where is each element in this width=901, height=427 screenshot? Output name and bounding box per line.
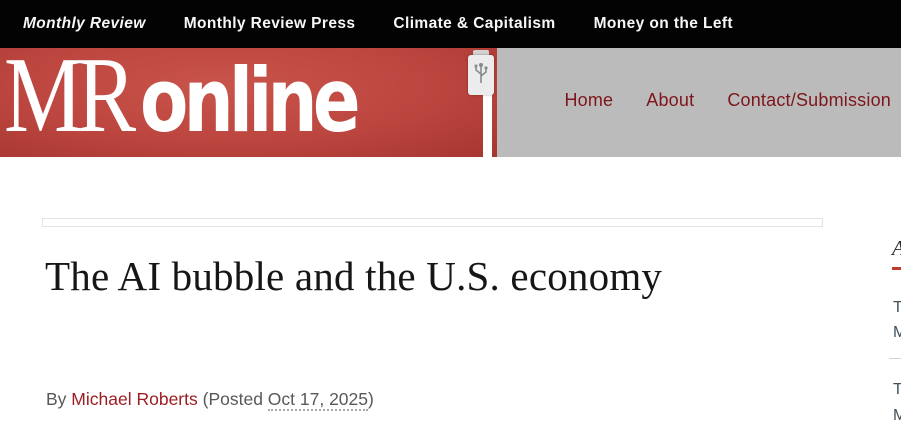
sidebar-item-fragment[interactable]: T xyxy=(893,381,901,398)
site-nav: Home About Contact/Submission xyxy=(564,90,891,111)
posted-open-text: (Posted xyxy=(197,389,268,409)
article-byline: By Michael Roberts (Posted Oct 17, 2025)… xyxy=(46,328,776,427)
author-link[interactable]: Michael Roberts xyxy=(71,389,198,409)
sidebar-item-fragment[interactable]: T xyxy=(893,299,901,316)
nav-climate-capitalism[interactable]: Climate & Capitalism xyxy=(393,15,556,32)
sidebar-heading-underline xyxy=(892,267,901,270)
nav-home[interactable]: Home xyxy=(564,90,614,110)
logo-cable-underline xyxy=(158,88,492,157)
logo-mr-text: MR xyxy=(4,48,136,155)
sidebar-item-fragment[interactable]: M xyxy=(893,324,901,341)
nav-monthly-review-press[interactable]: Monthly Review Press xyxy=(183,15,356,32)
nav-about[interactable]: About xyxy=(646,90,695,110)
nav-money-on-the-left[interactable]: Money on the Left xyxy=(593,15,733,32)
network-nav-bar: Monthly Review Monthly Review Press Clim… xyxy=(0,0,901,48)
nav-monthly-review[interactable]: Monthly Review xyxy=(23,15,146,32)
sidebar-heading-fragment: A xyxy=(892,236,901,261)
site-header: MR online Home About Contact/Submission xyxy=(0,48,901,157)
byline-by-text: By xyxy=(46,389,72,409)
nav-contact-submission[interactable]: Contact/Submission xyxy=(727,90,891,110)
logo-wordmark: MR online xyxy=(4,48,410,150)
usb-trident-icon xyxy=(474,63,488,83)
sidebar-divider xyxy=(889,358,901,359)
sidebar-item-fragment[interactable]: M xyxy=(893,407,901,424)
byline-line-posted: By Michael Roberts (Posted Oct 17, 2025) xyxy=(46,385,776,414)
mronline-logo[interactable]: MR online xyxy=(0,48,497,157)
posted-date: Oct 17, 2025 xyxy=(267,389,369,411)
content-divider xyxy=(42,218,823,227)
usb-plug-icon xyxy=(473,50,489,56)
posted-close-text: ) xyxy=(368,389,374,409)
article-title: The AI bubble and the U.S. economy xyxy=(45,253,663,299)
